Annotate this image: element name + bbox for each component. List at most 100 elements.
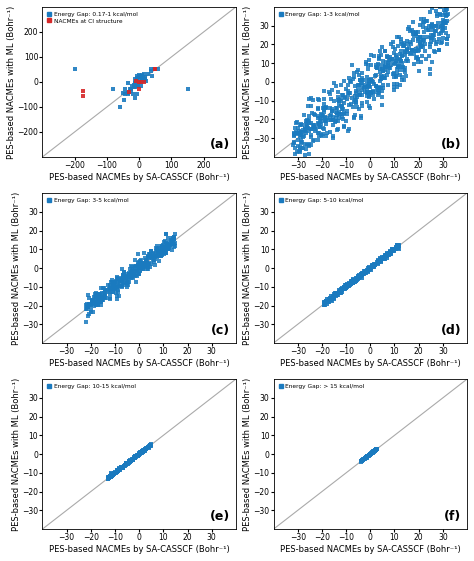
Point	[366, 450, 374, 459]
Point	[314, 94, 322, 103]
Point	[358, 271, 365, 280]
Point	[350, 113, 357, 122]
Point	[133, 452, 140, 461]
Point	[367, 88, 374, 96]
Point	[358, 76, 365, 85]
Point	[110, 280, 118, 289]
Point	[365, 452, 372, 461]
Point	[392, 56, 400, 65]
Point	[316, 113, 323, 122]
Point	[297, 136, 305, 145]
Point	[119, 463, 127, 472]
Point	[370, 94, 378, 103]
X-axis label: PES-based NACMEs by SA-CASSCF (Bohr⁻¹): PES-based NACMEs by SA-CASSCF (Bohr⁻¹)	[49, 173, 229, 182]
Point	[142, 444, 149, 453]
Point	[137, 72, 144, 81]
Point	[329, 115, 337, 124]
Point	[108, 472, 116, 481]
Point	[144, 443, 152, 452]
Point	[386, 249, 393, 257]
Point	[388, 244, 396, 253]
Point	[395, 33, 403, 42]
Point	[348, 100, 356, 109]
Point	[318, 109, 325, 118]
Point	[333, 288, 341, 297]
Point	[131, 452, 138, 461]
Point	[404, 57, 411, 66]
Point	[349, 75, 356, 84]
Point	[120, 268, 128, 277]
Point	[372, 446, 379, 455]
Point	[310, 110, 318, 119]
Point	[293, 130, 301, 139]
Point	[374, 86, 382, 95]
Point	[334, 88, 342, 96]
Point	[143, 444, 150, 453]
Point	[428, 22, 436, 31]
Point	[430, 21, 438, 30]
Point	[139, 264, 146, 273]
Point	[111, 467, 119, 476]
Point	[321, 104, 328, 113]
Point	[122, 459, 130, 468]
Point	[419, 37, 427, 46]
Point	[113, 274, 121, 283]
Point	[126, 264, 133, 273]
Point	[366, 450, 374, 459]
Point	[421, 40, 428, 49]
Point	[92, 297, 100, 306]
Point	[369, 448, 376, 457]
Point	[328, 296, 335, 305]
Point	[110, 281, 118, 290]
Point	[374, 444, 381, 453]
Point	[387, 247, 395, 256]
Point	[361, 454, 369, 463]
Point	[345, 281, 353, 290]
Point	[150, 257, 158, 266]
Point	[104, 474, 112, 483]
Point	[296, 128, 303, 137]
Point	[133, 272, 141, 280]
Point	[380, 253, 388, 262]
Point	[393, 69, 401, 78]
Point	[338, 284, 346, 293]
Point	[139, 262, 147, 271]
Point	[350, 274, 357, 283]
Point	[112, 468, 120, 477]
Point	[293, 129, 301, 138]
Point	[374, 257, 382, 266]
Point	[365, 266, 372, 275]
Point	[148, 72, 155, 81]
Point	[120, 279, 128, 288]
Point	[395, 242, 402, 251]
Point	[370, 447, 377, 456]
Point	[159, 246, 166, 255]
Point	[398, 75, 406, 84]
Point	[412, 27, 420, 36]
Point	[383, 250, 391, 259]
Point	[127, 273, 135, 282]
Point	[108, 276, 116, 285]
Point	[118, 264, 126, 273]
Point	[435, 29, 443, 38]
Point	[354, 274, 361, 283]
Point	[170, 240, 178, 249]
Point	[376, 76, 384, 85]
Point	[311, 122, 319, 131]
Point	[92, 288, 100, 297]
Point	[101, 286, 109, 295]
Point	[120, 462, 128, 471]
Point	[420, 35, 428, 44]
Point	[383, 251, 391, 260]
Point	[320, 95, 328, 104]
Point	[374, 444, 381, 453]
Point	[342, 282, 349, 291]
Point	[397, 47, 405, 56]
Point	[302, 144, 310, 153]
Point	[412, 46, 419, 55]
Point	[363, 452, 370, 461]
Point	[153, 252, 160, 261]
Point	[393, 65, 401, 73]
Point	[109, 280, 117, 289]
Point	[360, 269, 368, 278]
